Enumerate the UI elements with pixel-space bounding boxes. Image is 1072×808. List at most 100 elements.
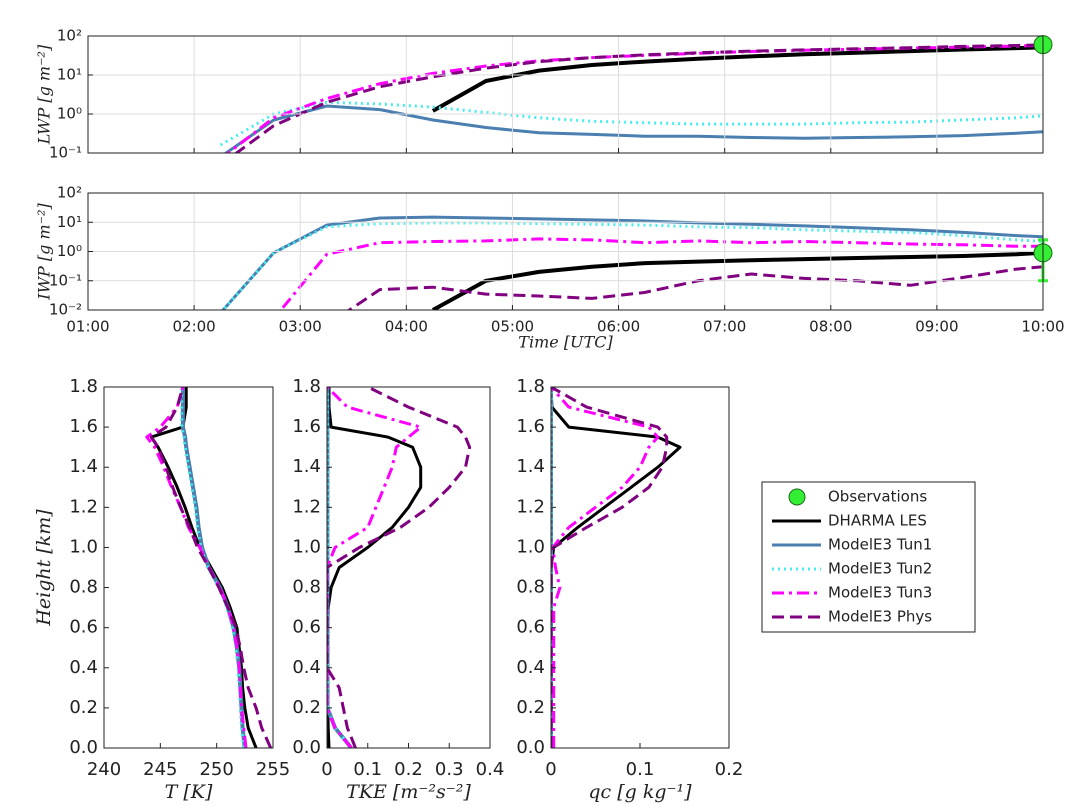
series-line bbox=[431, 45, 1043, 113]
y-tick-label: 0.6 bbox=[516, 617, 545, 638]
x-tick-label: 0 bbox=[321, 759, 332, 780]
y-tick-label: 1.6 bbox=[69, 416, 98, 437]
series-line bbox=[551, 387, 669, 748]
plot-area bbox=[104, 387, 273, 748]
y-tick-label: 0.0 bbox=[516, 737, 545, 758]
y-axis-label: IWP [g m⁻²] bbox=[35, 203, 54, 301]
x-tick-label: 03:00 bbox=[279, 318, 322, 336]
x-tick-label: 04:00 bbox=[385, 318, 428, 336]
legend: Observations DHARMA LES ModelE3 Tun1 ModelE… bbox=[761, 481, 976, 633]
plot-lines bbox=[551, 387, 682, 748]
y-tick-label: 10⁰ bbox=[57, 105, 82, 123]
x-tick-label: 02:00 bbox=[172, 318, 215, 336]
y-tick-label: 1.0 bbox=[292, 536, 321, 557]
y-tick-label: 10¹ bbox=[57, 66, 82, 84]
plot-lines bbox=[145, 387, 273, 748]
x-tick-label: 0.2 bbox=[394, 759, 423, 780]
y-tick-label: 10⁻² bbox=[49, 301, 82, 319]
y-tick-label: 0.8 bbox=[69, 577, 98, 598]
y-tick-label: 0.2 bbox=[292, 697, 321, 718]
series-line bbox=[145, 387, 248, 748]
x-tick-label: 245 bbox=[143, 759, 177, 780]
x-tick-label: 08:00 bbox=[809, 318, 852, 336]
y-tick-label: 0.2 bbox=[69, 697, 98, 718]
series-line bbox=[431, 250, 1043, 310]
y-tick-label: 1.8 bbox=[516, 376, 545, 397]
x-tick-label: 07:00 bbox=[703, 318, 746, 336]
x-tick-label: 250 bbox=[199, 759, 233, 780]
y-tick-label: 0.6 bbox=[69, 617, 98, 638]
y-tick-label: 1.8 bbox=[292, 376, 321, 397]
x-tick-label: 0.3 bbox=[435, 759, 464, 780]
y-tick-label: 0.8 bbox=[292, 577, 321, 598]
legend-label: Observations bbox=[828, 488, 927, 506]
x-tick-label: 05:00 bbox=[491, 318, 534, 336]
y-tick-label: 1.2 bbox=[516, 496, 545, 517]
series-line bbox=[279, 237, 1043, 310]
y-tick-label: 0.4 bbox=[69, 657, 98, 678]
x-tick-label: 0.1 bbox=[353, 759, 382, 780]
y-tick-label: 0.0 bbox=[69, 737, 98, 758]
plot-frame bbox=[550, 386, 730, 749]
x-tick-label: 01:00 bbox=[66, 318, 109, 336]
plot-lines bbox=[219, 43, 1043, 153]
y-tick-label: 1.4 bbox=[69, 456, 98, 477]
y-tick-label: 1.8 bbox=[69, 376, 98, 397]
y-tick-label: 1.6 bbox=[516, 416, 545, 437]
x-axis-label: Time [UTC] bbox=[518, 333, 613, 352]
y-tick-label: 0.8 bbox=[516, 577, 545, 598]
plot-frame bbox=[87, 192, 1044, 311]
plot-frame bbox=[326, 386, 491, 749]
x-tick-label: 09:00 bbox=[915, 318, 958, 336]
series-line bbox=[223, 104, 1043, 153]
x-tick-label: 0.2 bbox=[715, 759, 744, 780]
y-axis-label: LWP [g m⁻²] bbox=[35, 44, 54, 145]
y-tick-label: 10¹ bbox=[57, 213, 82, 231]
series-line bbox=[221, 215, 1043, 310]
y-tick-label: 1.2 bbox=[292, 496, 321, 517]
y-tick-label: 1.6 bbox=[292, 416, 321, 437]
legend-label: ModelE3 Tun2 bbox=[828, 560, 932, 578]
x-axis-label: TKE [m⁻²s⁻²] bbox=[346, 781, 471, 803]
y-tick-label: 1.4 bbox=[516, 456, 545, 477]
plot-area bbox=[551, 387, 729, 748]
series-line bbox=[180, 387, 247, 748]
x-tick-label: 10:00 bbox=[1021, 318, 1064, 336]
plot-frame bbox=[103, 386, 274, 749]
y-tick-label: 0.6 bbox=[292, 617, 321, 638]
x-tick-label: 255 bbox=[256, 759, 290, 780]
y-tick-label: 10² bbox=[57, 27, 82, 45]
legend-box bbox=[761, 481, 976, 633]
plot-lines bbox=[221, 215, 1043, 310]
legend-label: DHARMA LES bbox=[828, 512, 927, 530]
series-line bbox=[221, 221, 1043, 310]
x-tick-label: 240 bbox=[87, 759, 121, 780]
x-tick-label: 0.4 bbox=[476, 759, 505, 780]
y-tick-label: 0.0 bbox=[292, 737, 321, 758]
series-line bbox=[551, 387, 660, 748]
x-axis-label: T [K] bbox=[165, 781, 213, 803]
y-tick-label: 10⁰ bbox=[57, 242, 82, 260]
plot-frame bbox=[87, 35, 1044, 154]
y-tick-label: 1.0 bbox=[69, 536, 98, 557]
legend-marker bbox=[788, 488, 806, 506]
y-tick-label: 10⁻¹ bbox=[49, 144, 82, 162]
y-tick-label: 1.0 bbox=[516, 536, 545, 557]
x-axis-label: qc [g kg⁻¹] bbox=[588, 781, 692, 803]
legend-label: ModelE3 Phys bbox=[828, 608, 932, 626]
series-line bbox=[233, 43, 1043, 153]
y-tick-label: 0.2 bbox=[516, 697, 545, 718]
legend-label: ModelE3 Tun1 bbox=[828, 536, 932, 554]
series-line bbox=[327, 387, 472, 748]
y-tick-label: 0.4 bbox=[516, 657, 545, 678]
y-axis-label: Height [km] bbox=[33, 509, 55, 627]
y-tick-label: 1.2 bbox=[69, 496, 98, 517]
legend-label: ModelE3 Tun3 bbox=[828, 584, 932, 602]
x-tick-label: 0.1 bbox=[626, 759, 655, 780]
series-line bbox=[219, 100, 1043, 147]
plot-area bbox=[327, 387, 490, 748]
y-tick-label: 10² bbox=[57, 184, 82, 202]
y-tick-label: 1.4 bbox=[292, 456, 321, 477]
x-tick-label: 06:00 bbox=[597, 318, 640, 336]
